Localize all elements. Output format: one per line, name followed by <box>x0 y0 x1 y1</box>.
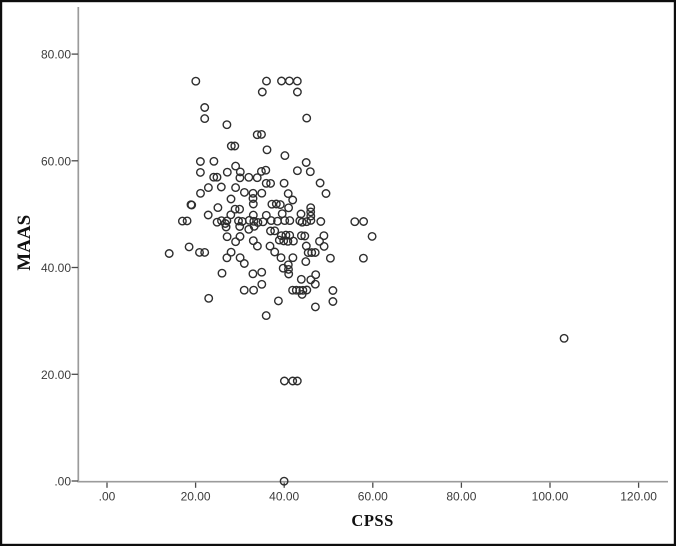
svg-text:60.00: 60.00 <box>41 154 71 168</box>
svg-text:100.00: 100.00 <box>532 490 569 504</box>
svg-text:80.00: 80.00 <box>446 490 476 504</box>
svg-text:40.00: 40.00 <box>41 261 71 275</box>
svg-text:.00: .00 <box>99 490 116 504</box>
svg-text:MAAS: MAAS <box>14 215 35 271</box>
svg-text:120.00: 120.00 <box>620 490 657 504</box>
svg-text:20.00: 20.00 <box>41 368 71 382</box>
svg-text:40.00: 40.00 <box>269 490 299 504</box>
svg-text:20.00: 20.00 <box>181 490 211 504</box>
svg-text:80.00: 80.00 <box>41 48 71 62</box>
svg-text:CPSS: CPSS <box>351 511 393 530</box>
svg-text:.00: .00 <box>54 475 71 489</box>
svg-text:60.00: 60.00 <box>358 490 388 504</box>
